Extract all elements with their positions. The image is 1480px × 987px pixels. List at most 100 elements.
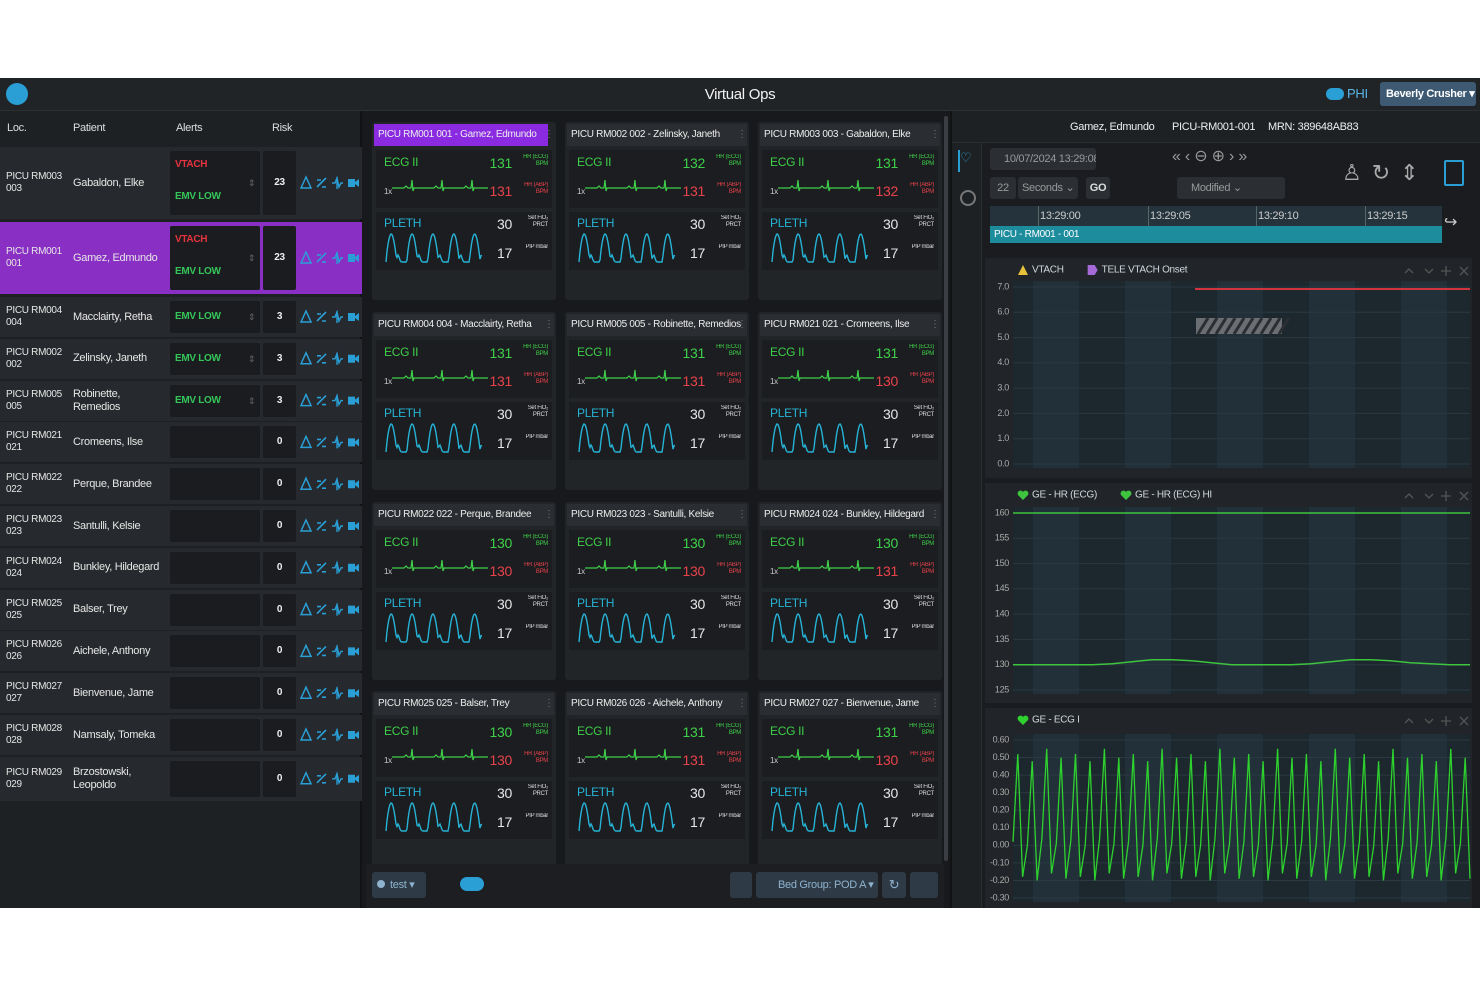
column-header: Risk [272,122,293,134]
vital-value: 131 [682,373,705,389]
mute-button[interactable] [910,872,938,898]
ecg-label: ECG II [384,345,419,359]
alert-box [170,719,260,751]
vital-value: 17 [690,814,705,830]
user-menu[interactable]: Beverly Crusher ▾ [1380,82,1476,106]
timeline-tick [1038,206,1039,226]
vital-unit: HR (ECG) BPM [909,154,934,167]
vital-value: 17 [690,245,705,261]
monitor-tile[interactable] [565,691,749,869]
time-nav[interactable]: «‹⊖⊕›» [1172,148,1252,165]
vital-value: 17 [883,625,898,641]
alert-box [170,551,260,584]
monitor-tile[interactable] [758,312,942,490]
refresh-button[interactable]: ↻ [882,872,906,898]
tile-title: PICU RM026 026 - Aichele, Anthony [567,693,747,715]
share-button[interactable]: ↪ [1444,214,1458,231]
vital-unit: HR (ABP) BPM [524,562,548,575]
vital-value: 131 [489,155,512,171]
vital-unit: Set FiO₂ PRCT [720,595,741,608]
row-patient: Bienvenue, Jame [73,686,154,699]
tile-title: PICU RM005 005 - Robinette, Remedios [567,314,747,336]
risk-box [263,426,296,459]
vital-unit: PIP mbar [525,624,549,630]
row-location: PICU RM001 001 [6,246,62,269]
vital-unit: HR (ECG) BPM [716,344,741,357]
monitor-tile[interactable] [565,312,749,490]
unit-select[interactable]: Seconds ⌄ [1018,177,1078,199]
sidebar-tab[interactable]: ♡ [958,150,976,172]
bed-group-select[interactable]: Bed Group: POD A ▾ [756,872,878,898]
risk-score: 3 [276,352,283,364]
scrollbar [944,116,948,861]
tile-title: PICU RM027 027 - Bienvenue, Jame [760,693,940,715]
vital-unit: HR (ABP) BPM [910,372,934,385]
monitor-tile[interactable] [372,502,556,680]
vital-unit: Set FiO₂ PRCT [913,784,934,797]
risk-score: 0 [276,645,283,657]
risk-score: 0 [276,772,283,784]
window-input[interactable]: 22 [990,177,1016,199]
alert-box [170,301,260,333]
vital-value: 130 [489,724,512,740]
filter-select[interactable]: test ▾ [372,872,426,898]
ecg-label: ECG II [577,155,612,169]
timeline-tick-label: 13:29:05 [1150,210,1191,222]
alert-expand: ⇕ [248,253,256,263]
risk-score: 0 [276,436,283,448]
vital-value: 130 [875,535,898,551]
risk-box [263,226,296,290]
detail-sidebar [952,143,982,908]
export-button[interactable] [1444,160,1464,186]
ecg-box [762,530,938,588]
vital-unit: Set FiO₂ PRCT [720,405,741,418]
speed-label: 1x [577,377,585,386]
delete-button[interactable] [730,872,752,898]
vital-value: 131 [875,155,898,171]
speed-label: 1x [384,187,392,196]
risk-score: 23 [274,252,285,263]
vital-value: 30 [883,406,898,422]
monitor-tile[interactable] [758,122,942,300]
monitor-tile[interactable] [372,312,556,490]
row-patient: Balser, Trey [73,603,128,616]
monitor-tile[interactable] [372,122,556,300]
phi-toggle[interactable] [1326,88,1344,100]
pleth-label: PLETH [384,216,422,230]
ecg-box [762,340,938,398]
speed-label: 1x [577,187,585,196]
row-location: PICU RM021 021 [6,430,62,454]
alert-box [170,151,260,215]
row-patient: Gabaldon, Elke [73,176,145,189]
monitor-tile[interactable] [758,691,942,869]
monitor-tile[interactable] [758,502,942,680]
timeline-tick-label: 13:29:15 [1367,210,1408,222]
tool-icons[interactable]: ♙↻⇕ [1342,160,1429,185]
patient-name: Gamez, Edmundo [1070,121,1155,133]
vital-unit: Set FiO₂ PRCT [527,784,548,797]
sidebar-tab[interactable] [960,190,976,206]
vital-unit: HR (ABP) BPM [524,751,548,764]
alert-box [170,635,260,668]
patient-mrn: MRN: 389648AB83 [1268,121,1359,133]
risk-box [263,719,296,751]
row-location: PICU RM002 002 [6,346,62,370]
toggle-switch[interactable] [460,877,484,891]
go-button[interactable]: GO [1086,177,1110,199]
monitor-tile[interactable] [565,502,749,680]
row-patient: Aichele, Anthony [73,644,151,657]
monitor-tile[interactable] [565,122,749,300]
row-patient: Perque, Brandee [73,477,152,490]
vital-value: 30 [690,785,705,801]
risk-box [263,468,296,501]
timeline-label: PICU - RM001 - 001 [994,229,1080,240]
datetime-input[interactable]: 10/07/2024 13:29:08 [990,148,1096,170]
risk-box [263,151,296,215]
phi-label: PHI [1347,86,1368,101]
mode-select[interactable]: Modified ⌄ [1177,177,1285,199]
vital-unit: Set FiO₂ PRCT [720,215,741,228]
monitor-tile[interactable] [372,691,556,869]
tile-title: PICU RM023 023 - Santulli, Kelsie [567,504,747,526]
timeline-tick [1365,206,1366,226]
